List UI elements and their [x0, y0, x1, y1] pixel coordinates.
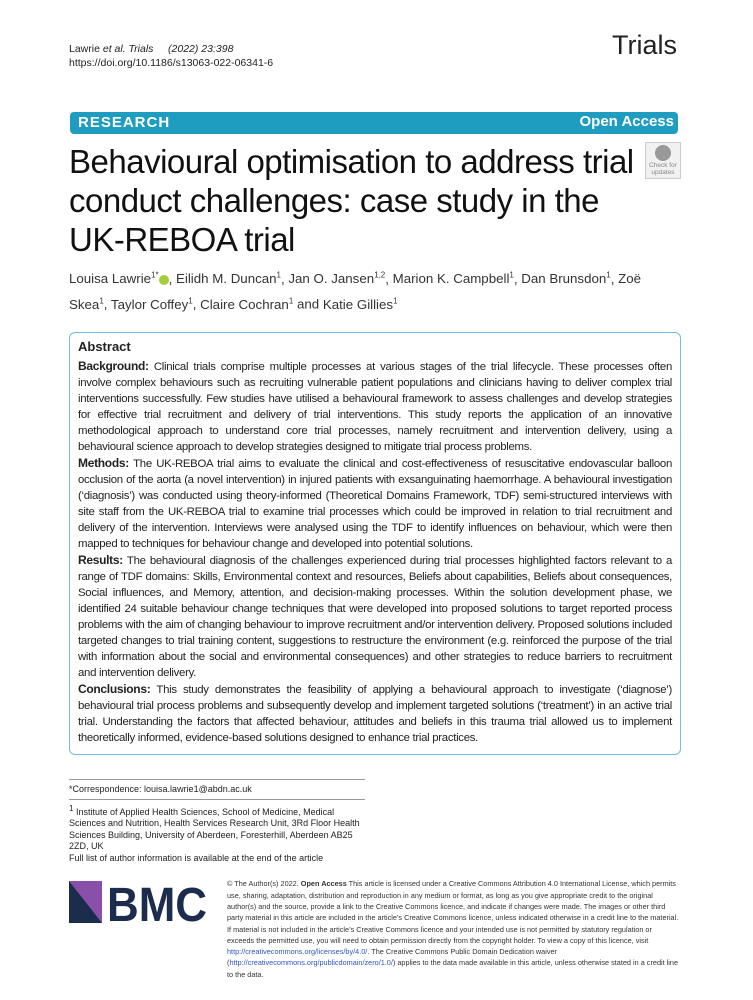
section-text: The behavioural diagnosis of the challen…	[78, 554, 672, 679]
correspondence: *Correspondence: louisa.lawrie1@abdn.ac.…	[69, 778, 365, 795]
citation-authors: Lawrie	[69, 43, 103, 55]
license-body: This article is licensed under a Creativ…	[227, 879, 679, 945]
author: Dan Brunsdon1	[521, 271, 610, 286]
citation-header: Lawrie et al. Trials (2022) 23:398 https…	[69, 42, 273, 70]
crossmark-icon	[655, 145, 671, 161]
author-name: Louisa Lawrie	[69, 271, 152, 287]
affiliation-mark: 1	[69, 803, 74, 813]
svg-text:BMC: BMC	[107, 880, 207, 925]
license-text: © The Author(s) 2022. Open Access This a…	[227, 878, 681, 980]
doi-link[interactable]: https://doi.org/10.1186/s13063-022-06341…	[69, 57, 274, 69]
abstract-section: Methods: The UK-REBOA trial aims to eval…	[78, 455, 672, 552]
section-text: Clinical trials comprise multiple proces…	[78, 360, 672, 453]
abstract-section: Results: The behavioural diagnosis of th…	[78, 552, 672, 681]
article-type-banner: RESEARCH Open Access	[70, 112, 678, 134]
author: Eilidh M. Duncan1	[176, 271, 281, 286]
author-info-note: Full list of author information is avail…	[69, 852, 324, 863]
cc0-link[interactable]: http://creativecommons.org/publicdomain/…	[229, 958, 393, 968]
author: Jan O. Jansen1,2	[288, 271, 385, 286]
open-access-label: Open Access	[579, 113, 675, 130]
license-body-3: ) applies to the data made available in …	[227, 958, 679, 979]
section-label: Methods:	[78, 455, 129, 470]
affiliation: 1 Institute of Applied Health Sciences, …	[69, 798, 365, 865]
author-affiliation: 1	[99, 296, 104, 306]
author: Katie Gillies1	[322, 296, 398, 312]
license-body-2: . The Creative Commons Public Domain Ded…	[227, 947, 557, 968]
article-type: RESEARCH	[78, 114, 171, 131]
article-title: Behavioural optimisation to address tria…	[69, 143, 634, 258]
author-affiliation: 1	[606, 271, 611, 280]
author-name: Marion K. Campbell	[392, 271, 510, 287]
author-name: Dan Brunsdon	[521, 271, 607, 287]
license-footer: BMC © The Author(s) 2022. Open Access Th…	[69, 878, 681, 980]
author-name: Zoë Skea	[69, 271, 642, 312]
journal-name: Trials	[612, 30, 677, 60]
author-name: Jan O. Jansen	[288, 271, 375, 287]
orcid-icon[interactable]	[158, 274, 169, 285]
section-label: Results:	[78, 552, 123, 567]
author: Zoë Skea1	[69, 271, 641, 311]
abstract-heading: Abstract	[78, 338, 131, 354]
section-text: This study demonstrates the feasibility …	[78, 683, 672, 744]
copyright: © The Author(s) 2022.	[227, 879, 301, 889]
author-affiliation: 1	[188, 296, 193, 306]
author: Claire Cochran1	[200, 296, 294, 312]
author-affiliation: 1	[288, 296, 294, 306]
affiliation-text: Institute of Applied Health Sciences, Sc…	[69, 806, 360, 852]
section-text: The UK-REBOA trial aims to evaluate the …	[78, 457, 672, 550]
bmc-logo: BMC	[69, 880, 207, 925]
author: Marion K. Campbell1	[393, 271, 514, 286]
check-for-updates-label: Check for updates	[649, 162, 677, 176]
citation-journal: et al. Trials	[102, 43, 154, 55]
author-affiliation: 1	[509, 271, 514, 280]
author-affiliation: 1,2	[374, 271, 386, 280]
author-name: Eilidh M. Duncan	[176, 271, 277, 287]
author-affiliation: 1	[276, 271, 281, 280]
author-list: Louisa Lawrie1*, Eilidh M. Duncan1, Jan …	[69, 271, 642, 312]
citation-year-volume: (2022) 23:398	[168, 43, 234, 55]
author: Taylor Coffey1	[110, 296, 193, 312]
author-name: Claire Cochran	[200, 296, 289, 312]
author-name: Katie Gillies	[322, 296, 394, 312]
open-access-bold: Open Access	[300, 879, 347, 889]
author: Louisa Lawrie1*	[69, 271, 169, 286]
abstract-box: Abstract Background: Clinical trials com…	[69, 331, 681, 755]
author-affiliation: 1*	[151, 271, 159, 280]
cc-by-link[interactable]: http://creativecommons.org/licenses/by/4…	[227, 947, 368, 957]
section-label: Background:	[78, 358, 149, 373]
article-front-matter: Check for updates Behavioural optimisati…	[69, 142, 681, 990]
section-label: Conclusions:	[78, 681, 151, 696]
author-affiliation: 1	[393, 296, 398, 306]
abstract-section: Conclusions: This study demonstrates the…	[78, 681, 672, 746]
author-name: Taylor Coffey	[110, 296, 189, 312]
check-for-updates-button[interactable]: Check for updates	[645, 142, 681, 179]
abstract-section: Background: Clinical trials comprise mul…	[78, 358, 672, 455]
